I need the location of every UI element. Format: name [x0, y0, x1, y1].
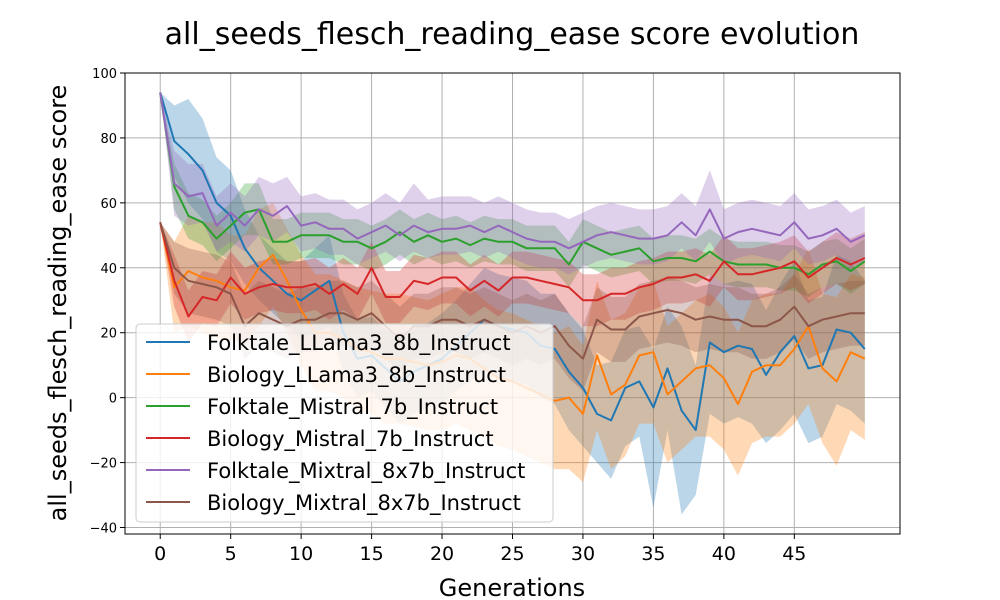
x-tick-label: 20: [430, 543, 454, 565]
legend-label-3: Folktale_Mistral_7b_Instruct: [207, 395, 498, 420]
legend-label-6: Biology_Mixtral_8x7b_Instruct: [207, 491, 521, 516]
band-6: [160, 222, 865, 392]
legend: Folktale_LLama3_8b_Instruct Biology_LLama…: [135, 323, 554, 523]
legend-label-1: Folktale_LLama3_8b_Instruct: [207, 331, 511, 356]
legend-label-4: Biology_Mistral_7b_Instruct: [207, 427, 494, 452]
y-tick-label: 0: [109, 392, 117, 407]
legend-label-5: Folktale_Mixtral_8x7b_Instruct: [207, 459, 525, 484]
x-tick-label: 45: [782, 543, 806, 565]
y-tick-label: 100: [92, 67, 117, 82]
band-1: [160, 92, 865, 515]
x-axis-label: Generations: [439, 574, 585, 600]
y-tick-label: −20: [90, 457, 117, 472]
x-tick-label: 5: [225, 543, 237, 565]
y-axis-ticks: −40 −20 0 20 40 60 80 100: [90, 67, 125, 537]
x-tick-label: 30: [571, 543, 595, 565]
series-line-4: [159, 222, 866, 318]
x-tick-label: 40: [712, 543, 736, 565]
legend-label-2: Biology_LLama3_8b_Instruct: [207, 363, 506, 388]
series-line-5: [159, 92, 866, 250]
x-tick-label: 25: [500, 543, 524, 565]
x-tick-label: 35: [641, 543, 665, 565]
y-tick-label: 80: [100, 132, 117, 147]
chart-title: all_seeds_flesch_reading_ease score evol…: [165, 17, 860, 52]
y-tick-label: −40: [90, 522, 117, 537]
band-3: [160, 92, 865, 297]
x-tick-label: 15: [359, 543, 383, 565]
y-axis-label: all_seeds_flesch_reading_ease score: [44, 85, 72, 522]
x-axis-ticks: 0 5 10 15 20 25 30 35 40 45: [154, 534, 806, 565]
legend-box: [135, 323, 554, 523]
x-tick-label: 10: [289, 543, 313, 565]
y-tick-label: 20: [100, 327, 117, 342]
y-tick-label: 60: [100, 197, 117, 212]
series-line-3: [159, 92, 866, 276]
y-tick-label: 40: [100, 262, 117, 277]
x-tick-label: 0: [154, 543, 166, 565]
